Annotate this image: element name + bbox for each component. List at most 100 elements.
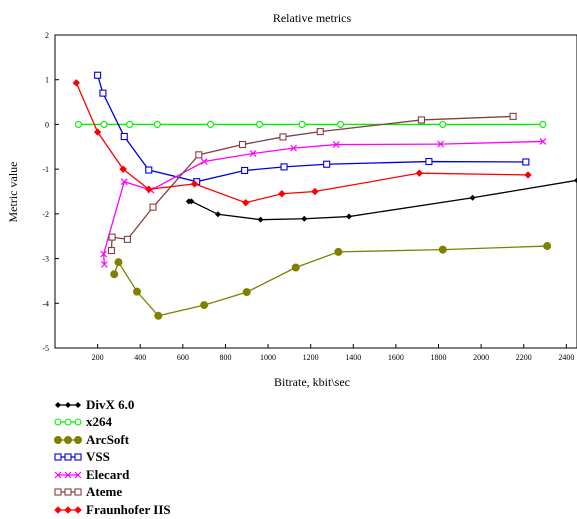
legend-label: DivX 6.0 <box>86 396 135 412</box>
data-point <box>524 171 532 179</box>
legend-swatch <box>54 435 82 444</box>
data-point <box>188 198 195 205</box>
data-point <box>336 120 345 128</box>
legend-entry: Elecard <box>54 466 171 484</box>
legend-entry: DivX 6.0 <box>54 396 171 414</box>
legend-swatch <box>54 488 82 496</box>
series-x264 <box>74 120 547 128</box>
data-point <box>120 132 128 141</box>
data-point <box>72 79 81 87</box>
x-tick-label: 1800 <box>431 353 447 362</box>
y-tick-label: -3 <box>42 255 49 264</box>
data-point <box>74 120 82 128</box>
y-tick-label: -5 <box>42 344 49 353</box>
data-point <box>332 141 340 148</box>
series-fraunhofer-iis <box>72 79 532 207</box>
legend-entry: VSS <box>54 449 171 467</box>
data-point <box>249 150 257 157</box>
data-point <box>346 213 353 220</box>
data-point <box>469 194 476 201</box>
data-point <box>190 180 199 188</box>
x-tick-label: 2400 <box>558 353 574 362</box>
data-point <box>154 311 163 320</box>
y-tick-label: -2 <box>42 210 49 219</box>
legend-label: ArcSoft <box>86 431 130 447</box>
data-point <box>280 163 288 171</box>
data-point <box>100 250 108 258</box>
data-point <box>298 120 306 128</box>
data-point <box>100 120 108 128</box>
data-point <box>99 89 107 97</box>
data-point <box>126 120 134 128</box>
x-tick-label: 2000 <box>473 353 489 362</box>
data-point <box>145 185 153 193</box>
data-point <box>123 235 131 243</box>
data-point <box>214 211 221 218</box>
data-point <box>110 270 119 279</box>
legend-label: x264 <box>86 414 112 430</box>
data-point <box>543 242 552 251</box>
legend-swatch <box>54 418 82 426</box>
data-point <box>417 116 426 124</box>
chart-title: Relative metrics <box>273 11 352 25</box>
series-line <box>102 140 543 265</box>
y-tick-label: 0 <box>45 120 49 129</box>
data-point <box>522 158 530 166</box>
data-point <box>145 166 153 174</box>
data-point <box>149 203 157 211</box>
data-point <box>200 301 209 310</box>
legend-entry: x264 <box>54 414 171 432</box>
data-point <box>241 198 250 207</box>
data-point <box>94 71 102 79</box>
data-point <box>573 177 577 184</box>
series-ateme <box>107 112 517 255</box>
legend-entry: ArcSoft <box>54 431 171 449</box>
x-tick-label: 800 <box>219 353 231 362</box>
y-tick-label: 2 <box>45 31 49 40</box>
series-line <box>75 82 529 204</box>
legend-entry: Ateme <box>54 484 171 502</box>
data-point <box>439 120 447 128</box>
data-point <box>93 128 102 136</box>
y-tick-label: 1 <box>45 76 49 85</box>
data-point <box>415 169 424 177</box>
chart-area: Relative metrics Metric value Bitrate, k… <box>6 11 577 389</box>
x-tick-label: 1400 <box>345 353 361 362</box>
x-tick-label: 1000 <box>260 353 276 362</box>
data-point <box>438 245 447 254</box>
x-tick-label: 1600 <box>388 353 404 362</box>
data-point <box>291 263 300 272</box>
data-point <box>119 165 127 173</box>
series-divx-6-0 <box>185 177 577 223</box>
series-line <box>110 115 514 251</box>
data-point <box>195 151 203 159</box>
legend-label: Ateme <box>86 484 123 500</box>
data-point <box>334 247 343 256</box>
data-point <box>107 246 116 255</box>
series-arcsoft <box>110 242 552 320</box>
data-point <box>279 133 287 141</box>
data-point <box>242 288 251 297</box>
data-point <box>108 233 116 241</box>
series-elecard <box>100 137 547 268</box>
data-point <box>539 137 547 145</box>
data-point <box>101 260 108 268</box>
data-point <box>425 157 433 166</box>
series-line <box>113 245 548 317</box>
data-point <box>133 287 142 296</box>
y-axis-label: Metric value <box>6 162 20 223</box>
legend-label: Elecard <box>86 466 130 482</box>
data-point <box>311 187 319 196</box>
x-tick-label: 2200 <box>516 353 532 362</box>
legend-swatch <box>54 401 82 408</box>
data-point <box>200 158 208 165</box>
data-point <box>241 166 249 175</box>
legend-label: VSS <box>86 449 110 465</box>
data-point <box>255 120 264 128</box>
data-point <box>257 216 264 223</box>
data-point <box>323 160 331 168</box>
series-line <box>188 179 577 221</box>
plot-frame <box>54 34 577 349</box>
y-tick-label: -4 <box>42 299 49 308</box>
data-point <box>114 258 123 267</box>
